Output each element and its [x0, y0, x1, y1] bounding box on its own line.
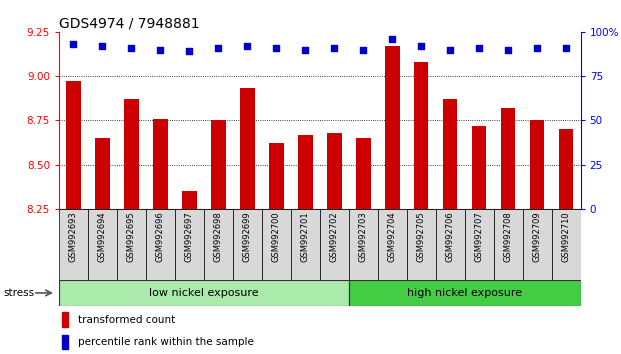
Bar — [62, 313, 68, 327]
Bar — [117, 209, 146, 280]
Point — [388, 36, 397, 42]
Text: GSM992699: GSM992699 — [243, 211, 252, 262]
Text: low nickel exposure: low nickel exposure — [149, 288, 259, 298]
Text: GSM992703: GSM992703 — [359, 211, 368, 262]
Bar — [378, 209, 407, 280]
Bar — [559, 129, 573, 209]
Point — [358, 47, 368, 52]
Bar — [124, 99, 138, 209]
Text: GSM992696: GSM992696 — [156, 211, 165, 262]
Bar — [66, 81, 81, 209]
Bar — [523, 209, 551, 280]
Point — [445, 47, 455, 52]
Bar — [240, 88, 255, 209]
Bar — [95, 138, 110, 209]
Bar — [88, 209, 117, 280]
Text: percentile rank within the sample: percentile rank within the sample — [78, 337, 253, 347]
Bar — [298, 135, 312, 209]
Point — [127, 45, 137, 51]
Bar — [443, 99, 458, 209]
Point — [301, 47, 310, 52]
Text: GSM992709: GSM992709 — [533, 211, 542, 262]
Bar — [349, 209, 378, 280]
Text: GSM992704: GSM992704 — [388, 211, 397, 262]
Bar — [414, 62, 428, 209]
Bar — [59, 280, 349, 306]
Point — [68, 41, 78, 47]
Bar — [182, 191, 197, 209]
Text: GSM992701: GSM992701 — [301, 211, 310, 262]
Text: GSM992705: GSM992705 — [417, 211, 426, 262]
Point — [474, 45, 484, 51]
Point — [97, 43, 107, 49]
Bar — [175, 209, 204, 280]
Bar — [320, 209, 349, 280]
Text: GSM992697: GSM992697 — [185, 211, 194, 262]
Text: GSM992707: GSM992707 — [474, 211, 484, 262]
Text: GSM992698: GSM992698 — [214, 211, 223, 262]
Text: GSM992695: GSM992695 — [127, 211, 136, 262]
Bar — [494, 209, 523, 280]
Point — [242, 43, 252, 49]
Bar — [262, 209, 291, 280]
Bar — [59, 209, 88, 280]
Bar — [204, 209, 233, 280]
Bar — [327, 133, 342, 209]
Point — [214, 45, 224, 51]
Point — [416, 43, 426, 49]
Bar — [551, 209, 581, 280]
Bar — [407, 209, 436, 280]
Point — [271, 45, 281, 51]
Point — [329, 45, 339, 51]
Bar — [269, 143, 284, 209]
Bar — [62, 335, 68, 349]
Bar — [146, 209, 175, 280]
Text: GSM992700: GSM992700 — [272, 211, 281, 262]
Bar — [530, 120, 545, 209]
Bar — [501, 108, 515, 209]
Bar — [356, 138, 371, 209]
Bar — [153, 119, 168, 209]
Bar — [211, 120, 225, 209]
Point — [561, 45, 571, 51]
Bar — [436, 209, 465, 280]
Point — [503, 47, 513, 52]
Text: GSM992706: GSM992706 — [446, 211, 455, 262]
Text: GSM992710: GSM992710 — [561, 211, 571, 262]
Bar — [465, 209, 494, 280]
Bar — [472, 126, 486, 209]
Point — [532, 45, 542, 51]
Bar — [349, 280, 581, 306]
Bar — [385, 46, 399, 209]
Bar — [291, 209, 320, 280]
Text: GSM992694: GSM992694 — [98, 211, 107, 262]
Point — [184, 48, 194, 54]
Text: GSM992693: GSM992693 — [69, 211, 78, 262]
Text: high nickel exposure: high nickel exposure — [407, 288, 522, 298]
Bar — [233, 209, 262, 280]
Text: GSM992702: GSM992702 — [330, 211, 339, 262]
Text: transformed count: transformed count — [78, 315, 175, 325]
Text: GSM992708: GSM992708 — [504, 211, 513, 262]
Point — [155, 47, 165, 52]
Text: stress: stress — [3, 288, 34, 298]
Text: GDS4974 / 7948881: GDS4974 / 7948881 — [59, 17, 199, 31]
